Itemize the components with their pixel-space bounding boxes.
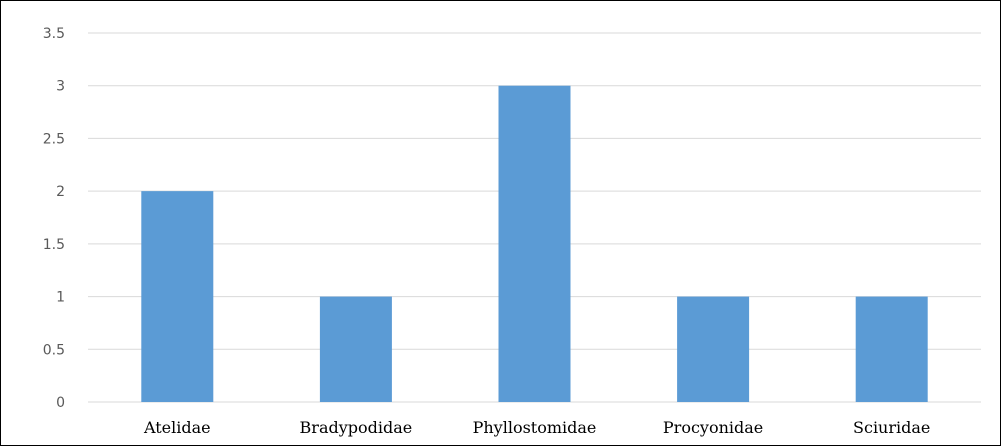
y-tick-label: 3: [56, 79, 65, 95]
bars: [141, 85, 928, 402]
bar-sciuridae: [855, 296, 928, 402]
x-category-label: Phyllostomidae: [473, 418, 597, 437]
y-tick-label: 1.5: [43, 237, 65, 253]
y-tick-label: 0: [56, 395, 65, 411]
x-category-label: Atelidae: [143, 418, 211, 437]
y-tick-label: 0.5: [43, 342, 65, 358]
bar-atelidae: [141, 191, 214, 402]
x-category-label: Sciuridae: [853, 418, 930, 437]
bar-bradypodidae: [319, 296, 392, 402]
x-category-label: Procyonidae: [663, 418, 763, 437]
y-tick-label: 2: [56, 184, 65, 200]
bar-phyllostomidae: [498, 85, 571, 402]
x-axis-category-labels: Atelidae Bradypodidae Phyllostomidae Procyo…: [143, 418, 930, 437]
bar-procyonidae: [677, 296, 750, 402]
y-tick-label: 3.5: [43, 26, 65, 42]
y-axis-tick-labels: 0 0.5 1 1.5 2 2.5 3 3.5: [43, 26, 65, 411]
y-tick-label: 1: [56, 290, 65, 306]
y-tick-label: 2.5: [43, 131, 65, 147]
x-category-label: Bradypodidae: [300, 418, 413, 437]
